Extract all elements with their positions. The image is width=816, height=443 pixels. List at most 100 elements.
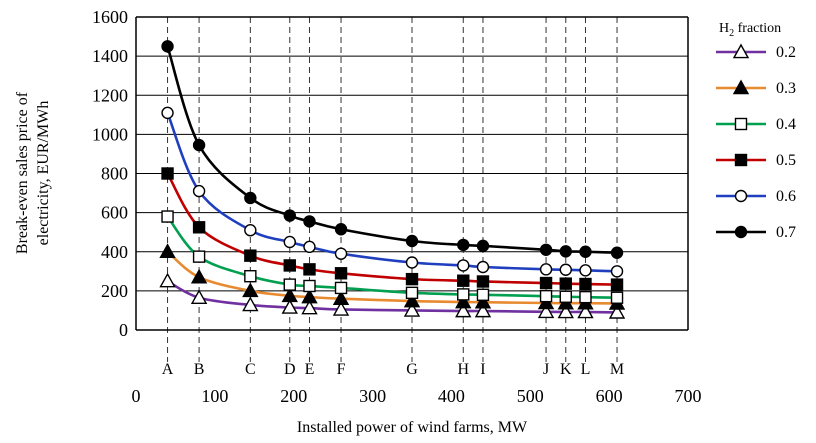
x-axis-title: Installed power of wind farms, MW: [297, 419, 528, 436]
data-point-0.5-F: [334, 267, 348, 280]
data-point-0.7-J: [539, 243, 553, 256]
y-tick-label: 400: [101, 242, 128, 262]
site-letter-M: M: [610, 361, 624, 378]
y-tick-label: 1000: [92, 124, 128, 144]
data-point-0.2-A: [159, 272, 176, 288]
data-point-0.2-J: [537, 303, 555, 319]
legend-title-prefix: H: [719, 21, 729, 36]
data-point-0.4-I: [476, 288, 490, 301]
data-point-0.7-D: [283, 209, 296, 222]
legend-item-0.7: 0.7: [716, 224, 796, 241]
legend-label: 0.7: [776, 224, 796, 241]
site-letter-H: H: [457, 361, 469, 378]
data-point-0.7-K: [559, 245, 572, 258]
data-point-0.6-J: [539, 263, 553, 276]
site-letter-I: I: [480, 361, 485, 378]
data-point-0.4-A: [161, 210, 174, 223]
data-point-0.5-K: [559, 277, 572, 290]
data-point-0.4-G: [405, 286, 419, 300]
data-point-0.4-L: [579, 290, 592, 304]
data-point-0.4-F: [334, 281, 348, 295]
data-point-0.6-G: [405, 256, 419, 269]
data-point-0.5-H: [457, 274, 470, 287]
data-point-0.7-F: [334, 223, 348, 236]
data-point-0.2-E: [301, 299, 318, 315]
legend-marker: [732, 43, 750, 59]
axes-layer: [135, 16, 689, 331]
data-point-0.5-D: [283, 259, 296, 272]
data-point-0.5-C: [244, 249, 257, 262]
legend-label: 0.6: [776, 188, 796, 205]
data-point-0.7-L: [579, 245, 592, 258]
data-point-0.6-I: [476, 260, 490, 274]
site-letter-E: E: [305, 361, 315, 378]
data-point-0.6-L: [579, 264, 592, 277]
data-point-0.2-D: [281, 299, 298, 314]
site-letter-J: J: [543, 361, 549, 378]
y-tick-label: 600: [101, 203, 128, 223]
series-0.6: [161, 106, 624, 278]
legend-marker: [734, 189, 748, 203]
legend-title: H2 fraction: [719, 21, 781, 39]
y-tick-labels: 0 200 400 600 800 1000 1200 1400 1600: [92, 7, 128, 340]
data-point-0.7-G: [405, 234, 419, 248]
data-point-0.5-M: [610, 278, 624, 291]
legend-title-suffix: fraction: [734, 21, 781, 36]
data-point-0.7-C: [244, 191, 257, 205]
data-point-0.3-F: [332, 290, 350, 305]
x-tick-label: 700: [675, 386, 702, 406]
legend-label: 0.5: [776, 152, 796, 169]
site-letter-G: G: [406, 361, 418, 378]
y-tick-label: 200: [101, 281, 128, 301]
site-letter-B: B: [194, 361, 205, 378]
data-point-0.4-H: [457, 288, 470, 301]
legend-marker: [734, 117, 748, 131]
data-point-0.6-F: [334, 247, 348, 260]
site-letter-K: K: [560, 361, 572, 378]
data-point-0.4-J: [539, 289, 553, 303]
data-point-0.3-G: [403, 292, 421, 308]
x-tick-label: 200: [280, 386, 307, 406]
legend-marker: [734, 153, 748, 167]
data-point-0.3-B: [190, 268, 208, 284]
data-point-0.4-C: [244, 270, 257, 283]
x-tick-label: 0: [132, 386, 141, 406]
data-point-0.2-L: [577, 303, 594, 319]
data-point-0.7-A: [161, 40, 174, 53]
data-point-0.2-H: [455, 302, 472, 318]
site-letter-C: C: [245, 361, 256, 378]
data-point-0.2-K: [557, 303, 574, 319]
data-point-0.3-I: [474, 293, 492, 309]
legend-label: 0.4: [776, 116, 796, 133]
data-point-0.7-E: [303, 215, 316, 228]
data-point-0.6-M: [610, 265, 624, 278]
x-tick-labels: 0 100 200 300 400 500 600 700: [132, 386, 702, 406]
data-point-0.3-E: [301, 288, 318, 304]
data-point-0.5-B: [192, 221, 206, 234]
data-point-0.2-G: [403, 301, 421, 317]
legend-label: 0.3: [776, 80, 796, 97]
series-0.4: [161, 210, 624, 304]
legend-item-0.5: 0.5: [716, 152, 796, 169]
grid-layer: [136, 17, 688, 362]
data-point-0.5-E: [303, 263, 316, 276]
legend-item-0.2: 0.2: [716, 43, 796, 61]
data-point-0.2-M: [608, 303, 626, 319]
y-tick-label: 1200: [92, 85, 128, 105]
data-point-0.5-J: [539, 276, 553, 290]
x-tick-label: 100: [201, 386, 228, 406]
data-point-0.3-H: [455, 293, 472, 309]
data-point-0.2-C: [242, 296, 259, 312]
legend-marker: [734, 225, 748, 239]
data-point-0.2-B: [190, 289, 208, 305]
legend-label: 0.2: [776, 44, 796, 61]
data-point-0.3-D: [281, 287, 298, 303]
y-tick-label: 0: [119, 320, 128, 340]
data-point-0.5-I: [476, 275, 490, 288]
data-point-0.4-D: [283, 278, 296, 291]
data-point-0.6-C: [244, 224, 257, 237]
data-point-0.5-L: [579, 277, 592, 291]
legend-marker: [732, 79, 750, 95]
data-point-0.6-K: [559, 263, 572, 276]
